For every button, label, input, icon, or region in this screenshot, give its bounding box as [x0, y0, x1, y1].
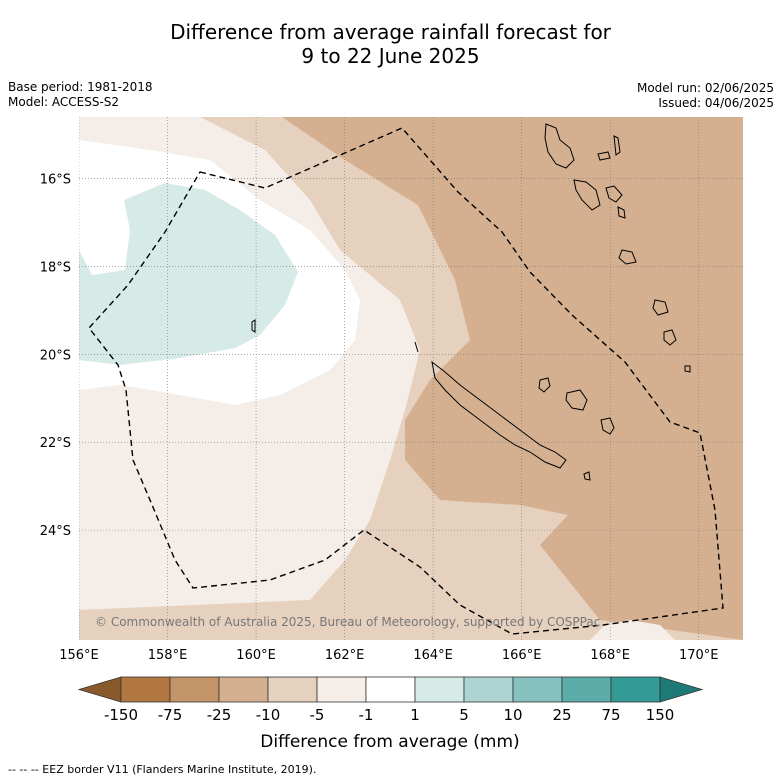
- lon-tick-label: 164°E: [413, 648, 453, 663]
- lon-tick-label: 170°E: [679, 648, 719, 663]
- colorbar-box: [414, 676, 465, 703]
- colorbar-tick-label: -25: [207, 706, 232, 724]
- island-outline: [573, 179, 601, 211]
- colorbar: [77, 676, 704, 703]
- colorbar-tick-label: -1: [359, 706, 374, 724]
- latitude-labels: 16°S 18°S 20°S 22°S 24°S: [40, 173, 71, 540]
- colorbar-tick-label: 10: [503, 706, 522, 724]
- colorbar-box: [316, 676, 367, 703]
- issued-date: Issued: 04/06/2025: [658, 96, 774, 110]
- colorbar-box: [169, 676, 220, 703]
- colorbar-box: [463, 676, 514, 703]
- lat-tick-label: 24°S: [40, 524, 71, 539]
- island-outline: [544, 123, 575, 169]
- title-line-2: 9 to 22 June 2025: [301, 44, 480, 68]
- colorbar-tick-label: 1: [410, 706, 420, 724]
- lon-tick-label: 166°E: [502, 648, 542, 663]
- lat-tick-label: 18°S: [40, 260, 71, 275]
- island-outline: [684, 365, 691, 373]
- island-outline: [618, 249, 637, 265]
- longitude-labels: 156°E 158°E 160°E 162°E 164°E 166°E 168°E 170°E: [59, 648, 718, 663]
- colorbar-labels: -150 -75 -25 -10 -5 -1 1 5 10 25 75 150: [104, 706, 674, 724]
- island-outline: [605, 185, 623, 203]
- colorbar-box: [120, 676, 171, 703]
- rainfall-anomaly-map: © Commonwealth of Australia 2025, Bureau…: [79, 117, 743, 640]
- island-outline: [600, 417, 615, 435]
- meta-left: Base period: 1981-2018 Model: ACCESS-S2: [8, 80, 153, 110]
- colorbar-tick-label: 25: [552, 706, 571, 724]
- colorbar-box: [512, 676, 563, 703]
- island-outline: [613, 135, 621, 156]
- colorbar-box: [610, 676, 661, 703]
- island-outline: [663, 329, 677, 346]
- new-caledonia-outline: [431, 360, 567, 469]
- colorbar-extend-low: [77, 676, 122, 703]
- colorbar-box: [218, 676, 269, 703]
- band-minus-5-patch: [590, 620, 675, 640]
- island-outline: [597, 151, 611, 161]
- copyright-notice: © Commonwealth of Australia 2025, Bureau…: [95, 615, 600, 629]
- lon-tick-label: 160°E: [236, 648, 276, 663]
- colorbar-tick-label: 75: [601, 706, 620, 724]
- colorbar-box: [365, 676, 416, 703]
- colorbar-tick-label: 5: [459, 706, 469, 724]
- colorbar-tick-label: -10: [256, 706, 281, 724]
- island-outline: [617, 206, 626, 219]
- colorbar-extend-high: [659, 676, 704, 703]
- colorbar-tick-label: -75: [158, 706, 183, 724]
- lon-tick-label: 156°E: [59, 648, 99, 663]
- colorbar-label: Difference from average (mm): [260, 732, 519, 752]
- coastlines: [251, 123, 691, 481]
- eez-note: -- -- -- EEZ border V11 (Flanders Marine…: [8, 763, 317, 776]
- lat-tick-label: 16°S: [40, 173, 71, 188]
- lat-tick-label: 22°S: [40, 436, 71, 451]
- colorbar-box: [267, 676, 318, 703]
- colorbar-box: [561, 676, 612, 703]
- colorbar-tick-label: -150: [104, 706, 138, 724]
- lat-tick-label: 20°S: [40, 348, 71, 363]
- colorbar-tick-label: -5: [310, 706, 325, 724]
- lon-tick-label: 168°E: [590, 648, 630, 663]
- meta-right: Model run: 02/06/2025 Issued: 04/06/2025: [637, 81, 774, 111]
- island-outline: [565, 389, 588, 411]
- graticule: [79, 117, 743, 640]
- island-outline: [538, 377, 551, 393]
- base-period: Base period: 1981-2018: [8, 80, 153, 94]
- island-outline: [414, 341, 419, 353]
- island-outline: [583, 471, 591, 481]
- model-run: Model run: 02/06/2025: [636, 81, 774, 95]
- lon-tick-label: 162°E: [325, 648, 365, 663]
- lon-tick-label: 158°E: [148, 648, 188, 663]
- eez-border: [88, 127, 724, 635]
- band-plus-5: [79, 183, 298, 365]
- island-outline: [652, 299, 669, 316]
- island-outline: [251, 319, 256, 333]
- title-line-1: Difference from average rainfall forecas…: [170, 20, 611, 44]
- model-name: Model: ACCESS-S2: [8, 95, 120, 109]
- colorbar-tick-label: 150: [646, 706, 675, 724]
